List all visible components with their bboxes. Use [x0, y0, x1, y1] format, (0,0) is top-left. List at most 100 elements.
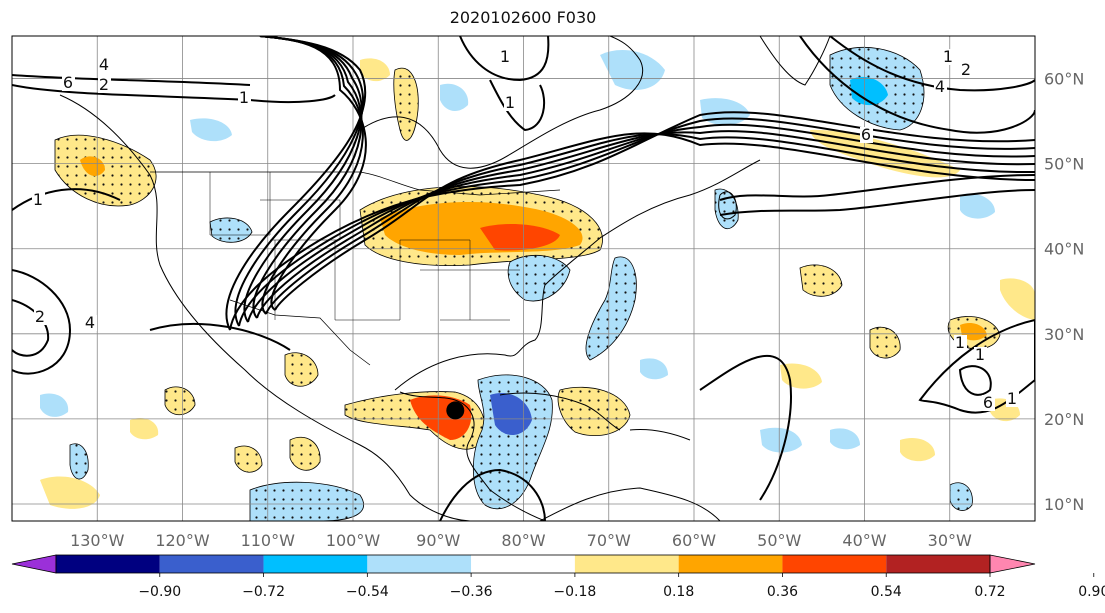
- latitude-tick-label: 30°N: [1044, 325, 1084, 344]
- height-contours: [12, 36, 1035, 521]
- significance-stipple: [799, 264, 843, 297]
- anomaly-region: [830, 428, 860, 450]
- coastline-newfoundland: [718, 191, 737, 220]
- contour-label-bg: [860, 127, 873, 143]
- colorbar-segment: [367, 555, 472, 573]
- contour-label-bg: [34, 309, 47, 325]
- height-contour-line: [958, 365, 992, 396]
- anomaly-region: [960, 193, 995, 219]
- contour-label: 2: [961, 60, 971, 79]
- anomaly-region: [190, 118, 232, 142]
- significance-stipple: [234, 445, 263, 473]
- anomaly-region: [480, 224, 560, 251]
- contour-label-bg: [982, 395, 995, 411]
- longitude-tick-label: 130°W: [70, 531, 125, 550]
- colorbar-extend-high: [989, 554, 1036, 574]
- anomaly-region: [80, 156, 105, 176]
- latitude-tick-label: 10°N: [1044, 495, 1084, 514]
- contour-label: 6: [861, 125, 871, 144]
- storm-center-marker: [446, 401, 465, 420]
- longitude-tick-label: 70°W: [587, 531, 631, 550]
- contour-label: 1: [975, 345, 985, 364]
- anomaly-region: [810, 129, 960, 178]
- latitude-tick-labels: 60°N 50°N 40°N 30°N 20°N 10°N: [1044, 70, 1084, 514]
- height-contour-line: [12, 84, 336, 104]
- contour-label: 4: [935, 77, 945, 96]
- colorbar-tick-label: 0.72: [974, 584, 1005, 600]
- contour-label-bg: [499, 49, 512, 65]
- contour-label: 1: [955, 333, 965, 352]
- longitude-tick-label: 90°W: [416, 531, 460, 550]
- contour-label: 1: [943, 47, 953, 66]
- contour-label-bg: [84, 315, 97, 331]
- colorbar-segment: [471, 555, 575, 573]
- longitude-tick-label: 120°W: [155, 531, 210, 550]
- height-contour-line: [229, 111, 1035, 331]
- anomaly-region: [40, 393, 69, 417]
- height-contour-line: [799, 36, 1035, 134]
- colorbar-tick-label: −0.54: [346, 584, 389, 600]
- longitude-tick-label: 80°W: [501, 531, 545, 550]
- colorbar-tick-label: −0.18: [553, 584, 596, 600]
- contour-label-bg: [934, 79, 947, 95]
- contour-label-bg: [960, 62, 973, 78]
- coastline-gulf: [394, 159, 761, 391]
- colorbar-segment: [263, 555, 368, 573]
- contour-label: 1: [33, 190, 43, 209]
- coastline-hudson: [359, 36, 644, 169]
- height-contour-line: [489, 79, 546, 132]
- anomaly-region: [130, 417, 159, 440]
- gridlines: [12, 36, 1035, 521]
- anomaly-region: [120, 284, 170, 314]
- colorbar-tick-label: 0.18: [663, 584, 694, 600]
- height-contour-line: [439, 468, 546, 521]
- colorbar-frame: [55, 554, 991, 574]
- colorbar-tick-label: 0.36: [767, 584, 798, 600]
- contour-label-bg: [974, 347, 987, 363]
- contour-label: 1: [500, 47, 510, 66]
- colorbar-extend-low: [11, 554, 57, 574]
- longitude-tick-label: 60°W: [672, 531, 716, 550]
- height-contour-line: [918, 318, 1035, 414]
- contour-label: 6: [63, 73, 73, 92]
- map-title: 2020102600 F030: [449, 8, 597, 27]
- height-contour-line: [256, 130, 1035, 319]
- colorbar-segment: [159, 555, 264, 573]
- height-contour-line: [719, 174, 1035, 201]
- contour-label: 1: [1007, 389, 1017, 408]
- coastline-cuba: [499, 392, 621, 431]
- colorbar-segment: [56, 555, 160, 573]
- height-contour-line: [247, 123, 1035, 323]
- coastline-north-america-west: [59, 94, 471, 521]
- height-contour-line: [238, 117, 1035, 327]
- significance-stipple: [164, 386, 196, 416]
- significance-stipple: [393, 67, 419, 141]
- contour-label: 2: [35, 307, 45, 326]
- contour-label: 4: [99, 55, 109, 74]
- latitude-tick-label: 60°N: [1044, 70, 1084, 89]
- significance-stipple: [249, 481, 364, 521]
- longitude-tick-label: 40°W: [842, 531, 886, 550]
- longitude-tick-label: 30°W: [928, 531, 972, 550]
- contour-label-bg: [954, 335, 967, 351]
- contour-label: 6: [983, 393, 993, 412]
- longitude-tick-label: 100°W: [326, 531, 381, 550]
- colorbar-tick-label: −0.90: [138, 584, 181, 600]
- longitude-tick-label: 110°W: [241, 531, 296, 550]
- contour-label: 1: [239, 88, 249, 107]
- anomaly-region: [600, 50, 665, 90]
- colorbar-segment: [574, 555, 679, 573]
- anomaly-region: [850, 76, 888, 106]
- significance-stipple: [289, 436, 321, 471]
- height-contour-line: [459, 36, 550, 82]
- anomaly-region: [40, 476, 100, 509]
- contour-label-bg: [238, 90, 251, 106]
- anomaly-region: [900, 437, 935, 462]
- significance-stipple: [284, 352, 319, 387]
- latitude-tick-label: 50°N: [1044, 155, 1084, 174]
- coastline-hispaniola: [629, 429, 691, 441]
- colorbar-tick-label: −0.72: [242, 584, 285, 600]
- anomaly-region: [490, 392, 532, 436]
- contour-label-bg: [504, 95, 517, 111]
